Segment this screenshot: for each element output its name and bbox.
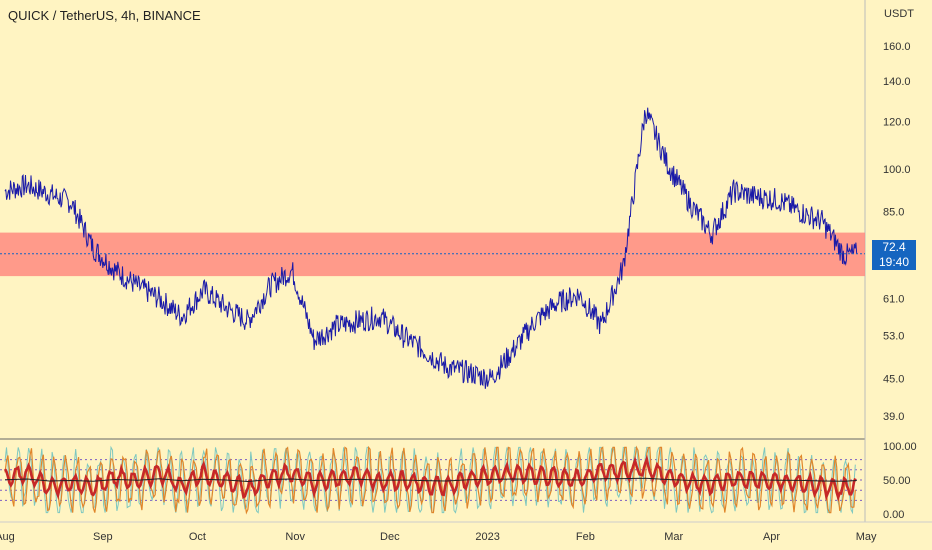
price-series-line	[4, 107, 858, 389]
price-tick-label: 160.0	[883, 41, 911, 53]
price-tick-label: 45.0	[883, 373, 904, 385]
price-tick-label: 120.0	[883, 116, 911, 128]
time-tick-label: Feb	[576, 531, 595, 543]
price-tick-label: 140.0	[883, 76, 911, 88]
price-tick-label: 53.0	[883, 331, 904, 343]
time-tick-label: Apr	[763, 531, 780, 543]
oscillator-tick-label: 0.00	[883, 509, 904, 521]
time-tick-label: Sep	[93, 531, 113, 543]
price-tick-label: 85.0	[883, 207, 904, 219]
oscillator-tick-label: 50.00	[883, 475, 911, 487]
price-tick-label: 39.0	[883, 411, 904, 423]
bar-countdown-badge: 19:40	[872, 254, 916, 270]
time-tick-label: Oct	[189, 531, 206, 543]
current-price-badge: 72.4	[872, 239, 916, 255]
oscillator-teal-line	[4, 445, 856, 515]
time-tick-label: Aug	[0, 531, 15, 543]
time-tick-label: Nov	[285, 531, 305, 543]
oscillator-orange-line	[4, 445, 856, 515]
chart-title: QUICK / TetherUS, 4h, BINANCE	[8, 8, 201, 23]
time-tick-label: 2023	[475, 531, 499, 543]
time-tick-label: Dec	[380, 531, 400, 543]
oscillator-tick-label: 100.00	[883, 441, 917, 453]
time-tick-label: Mar	[664, 531, 683, 543]
currency-label: USDT	[884, 8, 914, 20]
time-tick-label: May	[856, 531, 877, 543]
price-tick-label: 100.0	[883, 164, 911, 176]
oscillator-red-line	[3, 454, 857, 502]
support-zone	[0, 232, 865, 277]
oscillator-baseline	[4, 477, 857, 483]
price-tick-label: 61.0	[883, 294, 904, 306]
